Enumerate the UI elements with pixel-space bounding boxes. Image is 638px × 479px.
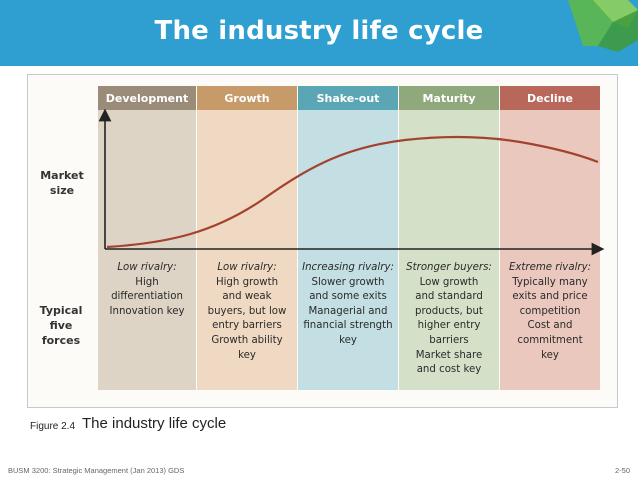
stage-column-shake-out: Shake-out Increasing rivalry: Slower gro… xyxy=(298,86,398,390)
force-line: key xyxy=(541,349,559,361)
force-line: key xyxy=(339,334,357,346)
force-line: buyers, but low xyxy=(207,305,287,317)
stage-column-growth: Growth Low rivalry: High growth and weak… xyxy=(197,86,297,390)
force-line: barriers xyxy=(429,334,469,346)
force-line: Growth ability xyxy=(211,334,283,346)
slide-title: The industry life cycle xyxy=(154,16,484,46)
force-line: Cost and xyxy=(527,320,573,332)
force-line: products, but xyxy=(415,305,483,317)
force-line: and cost key xyxy=(416,364,482,376)
stage-forces-text: Extreme rivalry: Typically many exits an… xyxy=(502,261,598,363)
force-line: differentiation xyxy=(111,291,183,303)
stage-forces-text: Low rivalry: High growth and weak buyers… xyxy=(199,261,295,363)
figure-number: Figure 2.4 xyxy=(30,421,76,432)
stage-header: Decline xyxy=(500,86,600,110)
slide-header: The industry life cycle xyxy=(0,0,638,66)
slide-number: 2-50 xyxy=(614,466,630,475)
force-line: higher entry xyxy=(417,320,481,332)
stage-header: Shake-out xyxy=(298,86,398,110)
force-line: commitment xyxy=(517,334,583,346)
force-line: Slower growth xyxy=(311,276,385,288)
force-line: entry barriers xyxy=(212,320,282,332)
force-line: Innovation key xyxy=(109,305,185,317)
force-line: key xyxy=(238,349,256,361)
force-line: High xyxy=(135,276,159,288)
key-force: Low rivalry: xyxy=(217,262,277,273)
force-line: Market share xyxy=(415,349,483,361)
force-line: and some exits xyxy=(309,291,387,303)
stage-header: Growth xyxy=(197,86,297,110)
stage-column-development: Development Low rivalry: High differenti… xyxy=(98,86,196,390)
decorative-corner-graphic xyxy=(568,0,638,52)
force-line: High growth xyxy=(215,276,279,288)
key-force: Extreme rivalry: xyxy=(508,262,592,273)
forces-row-label: Typical five forces xyxy=(39,304,83,347)
key-force: Increasing rivalry: xyxy=(302,262,394,273)
stage-column-decline: Decline Extreme rivalry: Typically many … xyxy=(500,86,600,390)
force-line: Low growth xyxy=(419,276,479,288)
stage-header: Maturity xyxy=(399,86,499,110)
footer-course: BUSM 3200: Strategic Management (Jan 201… xyxy=(8,466,185,475)
force-line: Typically many xyxy=(512,276,588,288)
force-line: financial strength xyxy=(303,320,393,332)
force-line: exits and price xyxy=(512,291,588,303)
stage-column-maturity: Maturity Stronger buyers: Low growth and… xyxy=(399,86,499,390)
force-line: Managerial and xyxy=(308,305,388,317)
key-force: Low rivalry: xyxy=(117,262,177,273)
stage-forces-text: Stronger buyers: Low growth and standard… xyxy=(401,261,497,378)
stage-forces-text: Low rivalry: High differentiation Innova… xyxy=(100,261,194,319)
force-line: and weak xyxy=(222,291,272,303)
stage-header: Development xyxy=(98,86,196,110)
y-axis-label: Market size xyxy=(40,169,84,197)
force-line: competition xyxy=(519,305,581,317)
force-line: and standard xyxy=(415,291,483,303)
figure-caption: The industry life cycle xyxy=(82,415,227,432)
key-force: Stronger buyers: xyxy=(406,262,492,273)
stage-forces-text: Increasing rivalry: Slower growth and so… xyxy=(300,261,396,349)
